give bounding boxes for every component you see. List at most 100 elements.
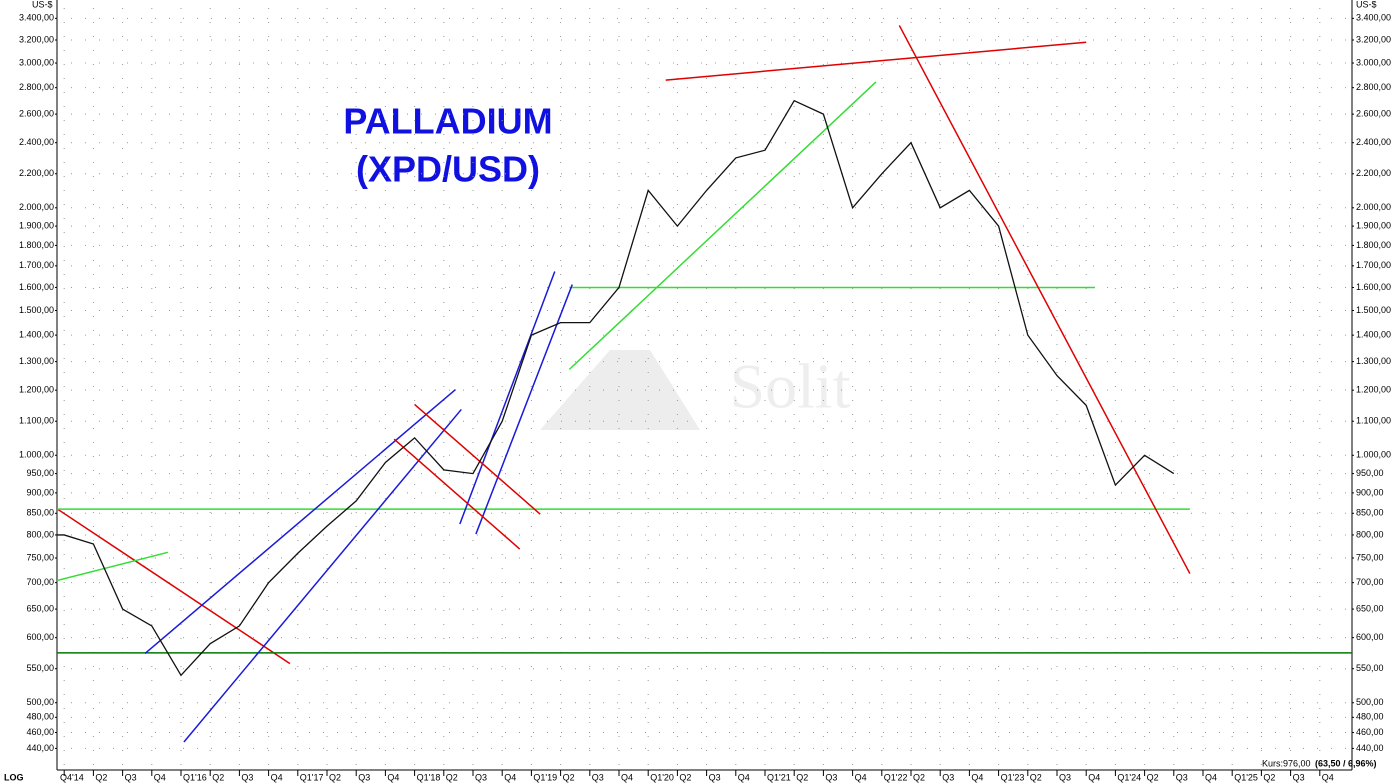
y-tick-label-right: 1.700,00 xyxy=(1356,260,1391,270)
watermark: Solit xyxy=(730,351,851,422)
y-tick-label: 3.400,00 xyxy=(19,13,54,23)
x-tick-label: Q1'25 xyxy=(1234,772,1258,782)
x-tick-label: Q2 xyxy=(446,772,458,782)
y-tick-label-right: 1.000,00 xyxy=(1356,450,1391,460)
y-tick-label: 1.900,00 xyxy=(19,220,54,230)
x-tick-label: Q4'14 xyxy=(60,772,84,782)
x-tick-label: Q2 xyxy=(1030,772,1042,782)
chart-subtitle: (XPD/USD) xyxy=(356,149,540,190)
y-tick-label: 500,00 xyxy=(26,697,54,707)
y-tick-label: 1.700,00 xyxy=(19,260,54,270)
y-tick-label: 800,00 xyxy=(26,529,54,539)
x-tick-label: Q4 xyxy=(1088,772,1100,782)
trendline xyxy=(144,389,456,655)
y-tick-label-right: 700,00 xyxy=(1356,577,1384,587)
y-tick-label-right: 2.400,00 xyxy=(1356,137,1391,147)
y-tick-label-right: 650,00 xyxy=(1356,603,1384,613)
x-tick-label: Q2 xyxy=(563,772,575,782)
y-tick-label: 1.600,00 xyxy=(19,282,54,292)
trendline xyxy=(57,508,291,665)
trendline xyxy=(568,81,877,370)
x-tick-label: Q2 xyxy=(1147,772,1159,782)
y-tick-label: 1.500,00 xyxy=(19,305,54,315)
x-tick-label: Q3 xyxy=(241,772,253,782)
y-tick-label: 750,00 xyxy=(26,552,54,562)
y-tick-label-right: 1.900,00 xyxy=(1356,220,1391,230)
y-tick-label: 1.100,00 xyxy=(19,416,54,426)
plot-area xyxy=(57,8,1352,770)
price-line xyxy=(57,99,1175,677)
x-tick-label: Q4 xyxy=(1205,772,1217,782)
x-tick-label: Q2 xyxy=(1263,772,1275,782)
x-tick-label: Q3 xyxy=(825,772,837,782)
watermark-logo xyxy=(540,350,700,430)
trendline xyxy=(665,41,1087,81)
y-tick-label-right: 2.800,00 xyxy=(1356,82,1391,92)
scale-label: LOG xyxy=(4,772,24,782)
x-tick-label: Q1'20 xyxy=(650,772,674,782)
y-tick-label-right: 480,00 xyxy=(1356,712,1384,722)
x-tick-label: Q2 xyxy=(329,772,341,782)
x-tick-label: Q2 xyxy=(95,772,107,782)
y-tick-label-right: 2.600,00 xyxy=(1356,109,1391,119)
y-tick-label-right: 440,00 xyxy=(1356,743,1384,753)
y-tick-label: 1.300,00 xyxy=(19,356,54,366)
y-tick-label: 650,00 xyxy=(26,603,54,613)
y-tick-label: 600,00 xyxy=(26,632,54,642)
x-tick-label: Q4 xyxy=(738,772,750,782)
x-tick-label: Q3 xyxy=(1059,772,1071,782)
y-tick-label: 950,00 xyxy=(26,468,54,478)
y-tick-label-right: 1.500,00 xyxy=(1356,305,1391,315)
y-tick-label: 1.200,00 xyxy=(19,385,54,395)
y-tick-label: 480,00 xyxy=(26,712,54,722)
x-tick-label: Q4 xyxy=(971,772,983,782)
x-tick-label: Q4 xyxy=(271,772,283,782)
y-tick-label: 850,00 xyxy=(26,508,54,518)
y-tick-label: 3.000,00 xyxy=(19,57,54,67)
x-tick-label: Q3 xyxy=(1293,772,1305,782)
y-tick-label-right: 900,00 xyxy=(1356,487,1384,497)
y-tick-label-right: 1.100,00 xyxy=(1356,416,1391,426)
y-tick-label-right: 2.000,00 xyxy=(1356,202,1391,212)
y-tick-label-right: 1.600,00 xyxy=(1356,282,1391,292)
x-tick-label: Q1'17 xyxy=(300,772,324,782)
x-tick-label: Q4 xyxy=(621,772,633,782)
y-tick-label: 1.000,00 xyxy=(19,450,54,460)
x-tick-label: Q3 xyxy=(475,772,487,782)
y-tick-label: 550,00 xyxy=(26,663,54,673)
x-tick-label: Q3 xyxy=(709,772,721,782)
chart-title: PALLADIUM xyxy=(343,101,552,142)
y-tick-label: 2.600,00 xyxy=(19,109,54,119)
y-tick-label-right: 750,00 xyxy=(1356,552,1384,562)
x-tick-label: Q1'16 xyxy=(183,772,207,782)
x-tick-label: Q3 xyxy=(1176,772,1188,782)
y-tick-label-right: 1.800,00 xyxy=(1356,240,1391,250)
y-tick-label: 2.200,00 xyxy=(19,168,54,178)
x-tick-label: Q1'23 xyxy=(1001,772,1025,782)
y-tick-label-right: 1.300,00 xyxy=(1356,356,1391,366)
x-tick-label: Q4 xyxy=(387,772,399,782)
x-tick-label: Q2 xyxy=(913,772,925,782)
y-tick-label-right: 800,00 xyxy=(1356,529,1384,539)
y-tick-label-right: 950,00 xyxy=(1356,468,1384,478)
x-tick-label: Q1'22 xyxy=(884,772,908,782)
x-tick-label: Q3 xyxy=(942,772,954,782)
trendline xyxy=(898,25,1191,574)
trendline xyxy=(393,438,521,550)
y-tick-label: 700,00 xyxy=(26,577,54,587)
trendline xyxy=(475,284,573,535)
trendline xyxy=(183,408,462,743)
y-tick-label-right: 1.400,00 xyxy=(1356,330,1391,340)
y-tick-label-right: 550,00 xyxy=(1356,663,1384,673)
x-tick-label: Q1'21 xyxy=(767,772,791,782)
y-tick-label-right: 1.200,00 xyxy=(1356,385,1391,395)
x-tick-label: Q2 xyxy=(679,772,691,782)
y-tick-label: 440,00 xyxy=(26,743,54,753)
y-tick-label: 2.400,00 xyxy=(19,137,54,147)
y-tick-label: 460,00 xyxy=(26,727,54,737)
y-tick-label: 1.400,00 xyxy=(19,330,54,340)
y-tick-label-right: 3.400,00 xyxy=(1356,13,1391,23)
y-axis-label: US-$ xyxy=(32,0,53,9)
y-axis-label-right: US-$ xyxy=(1356,0,1377,9)
